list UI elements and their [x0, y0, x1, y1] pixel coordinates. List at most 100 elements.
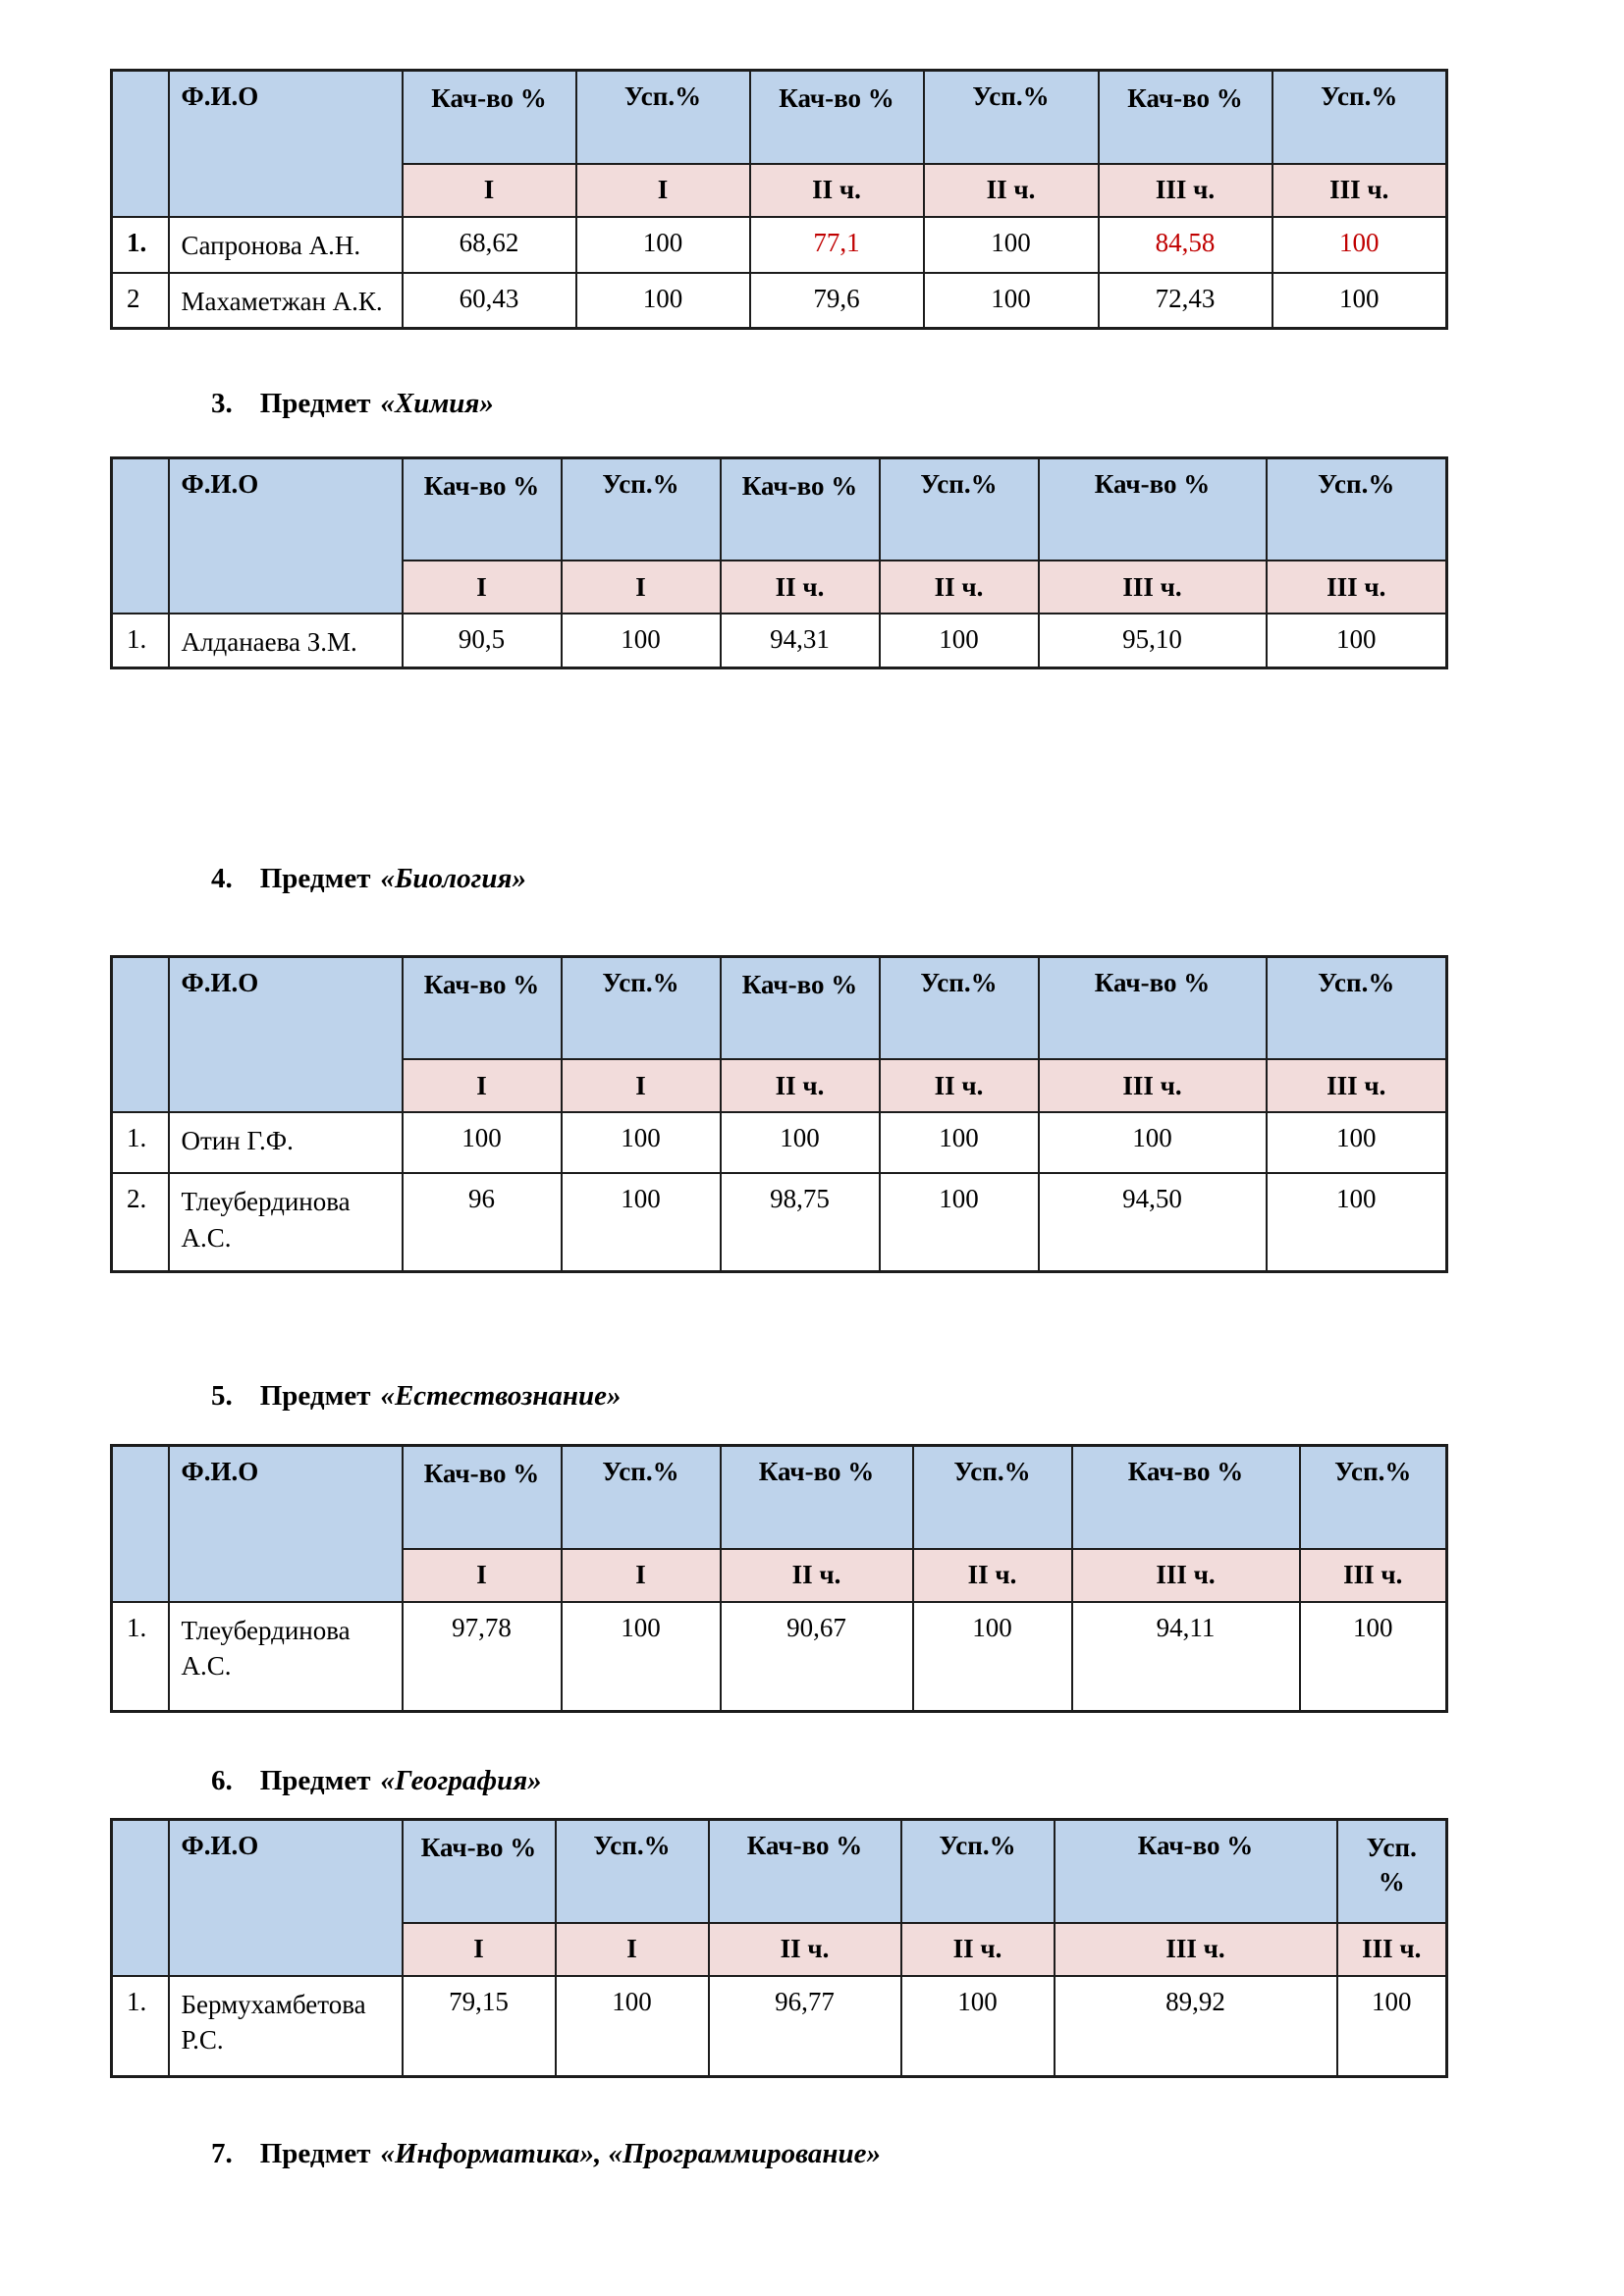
- usp-column-header: Усп.%: [911, 1444, 1073, 1550]
- kachvo-label: Кач-во %: [741, 470, 858, 501]
- table-header-row: Ф.И.О Кач-во % Усп.% Кач-во % Усп.% Кач-…: [110, 955, 1448, 1114]
- row-number: 1.: [110, 1111, 170, 1175]
- score-value: 100: [560, 1111, 722, 1175]
- period-header: I: [401, 1921, 557, 1977]
- kachvo-column-header: Кач-во %: [707, 1818, 902, 1924]
- score-value: 100: [1265, 613, 1448, 669]
- score-value: 100: [1298, 1600, 1448, 1713]
- table-row: 1. Бермухамбетова Р.С. 79,15 100 96,77 100 89,…: [110, 1974, 1448, 2078]
- score-value: 79,6: [748, 271, 925, 330]
- student-name: Отин Г.Ф.: [167, 1111, 404, 1175]
- table-row: 1. Тлеубердинова А.С. 97,78 100 90,67 100 94,1…: [110, 1600, 1448, 1713]
- period-header: III ч.: [1271, 162, 1448, 218]
- kachvo-column-header: Кач-во %: [719, 1444, 914, 1550]
- number-column-header: [110, 955, 170, 1114]
- usp-column-header: Усп.%: [1298, 1444, 1448, 1550]
- score-value: 98,75: [719, 1172, 881, 1273]
- score-value: 100: [1037, 1111, 1268, 1175]
- period-subheader-row: I I II ч. II ч. III ч. III ч.: [112, 1547, 1448, 1603]
- period-header: I: [560, 1547, 722, 1603]
- usp-label: Усп. %: [1366, 1833, 1417, 1897]
- heading-number: 4.: [211, 862, 233, 894]
- usp-column-header: Усп.%: [560, 955, 722, 1061]
- period-header: I: [401, 1058, 563, 1114]
- score-value: 77,1: [748, 215, 925, 274]
- kachvo-label: Кач-во %: [423, 470, 540, 501]
- score-value: 97,78: [401, 1600, 563, 1713]
- kachvo-column-header: Кач-во %: [1097, 69, 1273, 165]
- period-header: III ч.: [1037, 560, 1268, 615]
- kachvo-label: Кач-во %: [431, 83, 547, 113]
- results-table-biology: Ф.И.О Кач-во % Усп.% Кач-во % Усп.% Кач-…: [110, 954, 1448, 1273]
- score-value: 90,5: [401, 613, 563, 669]
- student-name: Алданаева З.М.: [167, 613, 404, 669]
- section-heading-biology: 4. Предмет «Биология»: [211, 862, 1624, 896]
- heading-subject: «География»: [380, 1765, 542, 1797]
- section-heading-informatics: 7. Предмет «Информатика», «Программировани…: [211, 2137, 1624, 2171]
- period-header: II ч.: [878, 560, 1040, 615]
- score-value: 100: [878, 1111, 1040, 1175]
- table-row: 1. Сапронова А.Н. 68,62 100 77,1 100 84,58 100: [110, 215, 1448, 274]
- score-value: 94,11: [1070, 1600, 1301, 1713]
- section-heading-geography: 6. Предмет «География»: [211, 1764, 1624, 1798]
- period-subheader-row: I I II ч. II ч. III ч. III ч.: [112, 560, 1448, 615]
- fio-column-header: Ф.И.О: [167, 1818, 404, 1977]
- usp-column-header: Усп.%: [1265, 955, 1448, 1061]
- period-header: III ч.: [1053, 1921, 1338, 1977]
- heading-subject: «Естествознание»: [380, 1379, 622, 1412]
- kachvo-label: Кач-во %: [420, 1833, 537, 1863]
- score-value: 100: [911, 1600, 1073, 1713]
- period-header: II ч.: [719, 1058, 881, 1114]
- score-value: 68,62: [401, 215, 577, 274]
- usp-column-header: Усп.%: [1265, 456, 1448, 562]
- score-value: 100: [401, 1111, 563, 1175]
- kachvo-label: Кач-во %: [1127, 83, 1243, 113]
- period-subheader-row: I I II ч. II ч. III ч. III ч.: [112, 162, 1448, 218]
- heading-label: Предмет: [259, 1765, 371, 1797]
- fio-column-header: Ф.И.О: [167, 955, 404, 1114]
- kachvo-column-header: Кач-во %: [719, 955, 881, 1061]
- period-header: II ч.: [748, 162, 925, 218]
- heading-number: 3.: [211, 388, 233, 419]
- score-value: 100: [1271, 271, 1448, 330]
- score-value: 96,77: [707, 1974, 902, 2078]
- number-column-header: [110, 456, 170, 615]
- score-value: 100: [574, 271, 751, 330]
- period-header: II ч.: [707, 1921, 902, 1977]
- score-value: 100: [1265, 1172, 1448, 1273]
- table-row: 1. Алданаева З.М. 90,5 100 94,31 100 95,10 100: [110, 613, 1448, 669]
- kachvo-column-header: Кач-во %: [401, 955, 563, 1061]
- period-header: III ч.: [1265, 1058, 1448, 1114]
- table-row: 1. Отин Г.Ф. 100 100 100 100 100 100: [110, 1111, 1448, 1175]
- period-header: I: [560, 1058, 722, 1114]
- score-value: 90,67: [719, 1600, 914, 1713]
- student-name: Сапронова А.Н.: [167, 215, 404, 274]
- kachvo-column-header: Кач-во %: [1053, 1818, 1338, 1924]
- period-header: I: [401, 1547, 563, 1603]
- period-subheader-row: I I II ч. II ч. III ч. III ч.: [112, 1921, 1448, 1977]
- kachvo-label: Кач-во %: [758, 1457, 875, 1487]
- period-header: III ч.: [1097, 162, 1273, 218]
- table-header-row: Ф.И.О Кач-во % Усп.% Кач-во % Усп.% Кач-…: [110, 69, 1448, 218]
- kachvo-column-header: Кач-во %: [401, 1818, 557, 1924]
- period-header: I: [401, 560, 563, 615]
- student-name: Бермухамбетова Р.С.: [167, 1974, 404, 2078]
- usp-column-header: Усп.%: [574, 69, 751, 165]
- kachvo-label: Кач-во %: [1094, 468, 1211, 499]
- score-value: 72,43: [1097, 271, 1273, 330]
- score-value: 100: [554, 1974, 710, 2078]
- score-value: 100: [1335, 1974, 1448, 2078]
- results-table-geography: Ф.И.О Кач-во % Усп.% Кач-во % Усп.% Кач-…: [110, 1818, 1448, 2079]
- score-value: 100: [922, 215, 1100, 274]
- kachvo-column-header: Кач-во %: [719, 456, 881, 562]
- kachvo-column-header: Кач-во %: [401, 1444, 563, 1550]
- heading-number: 6.: [211, 1765, 233, 1797]
- period-header: II ч.: [878, 1058, 1040, 1114]
- section-heading-natural-science: 5. Предмет «Естествознание»: [211, 1379, 1624, 1414]
- period-header: III ч.: [1335, 1921, 1448, 1977]
- table-row: 2 Махаметжан А.К. 60,43 100 79,6 100 72,43 100: [110, 271, 1448, 330]
- row-number: 2: [110, 271, 170, 330]
- kachvo-label: Кач-во %: [1094, 967, 1211, 997]
- period-header: II ч.: [922, 162, 1100, 218]
